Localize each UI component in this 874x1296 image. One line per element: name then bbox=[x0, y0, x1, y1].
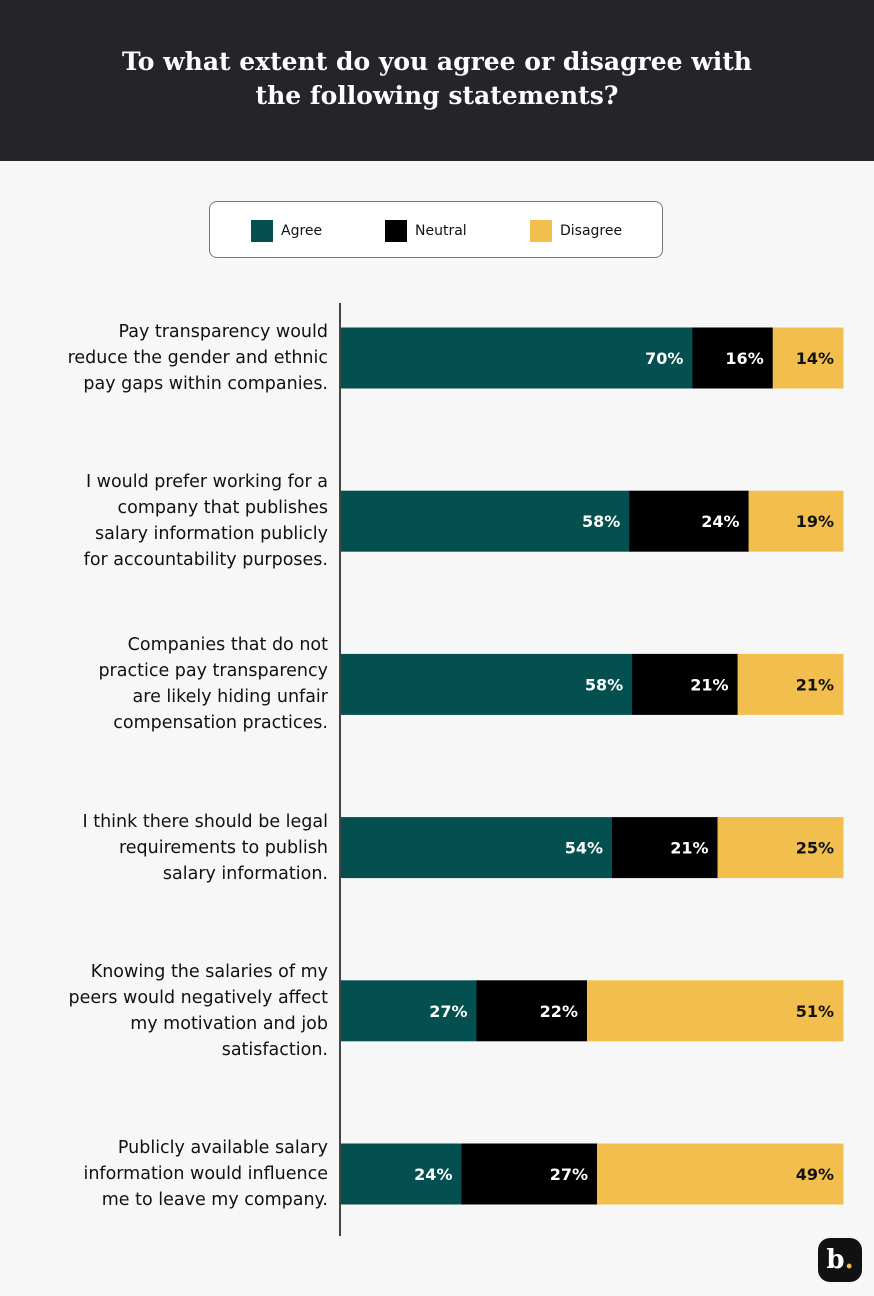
data-label: 27% bbox=[429, 1002, 467, 1021]
category-label: Companies that do not practice pay transp… bbox=[98, 635, 328, 734]
category-label: Knowing the salaries of my peers would ne… bbox=[68, 961, 328, 1060]
legend-swatch bbox=[530, 220, 552, 242]
y-axis-line bbox=[339, 303, 341, 1236]
bar-neutral bbox=[692, 327, 774, 389]
data-label: 49% bbox=[796, 1165, 834, 1184]
header: To what extent do you agree or disagree … bbox=[0, 0, 874, 161]
bar-agree bbox=[341, 980, 478, 1042]
chart-title: To what extent do you agree or disagree … bbox=[122, 46, 752, 110]
data-label: 21% bbox=[796, 675, 834, 694]
bar-disagree bbox=[772, 327, 844, 389]
bar-disagree bbox=[737, 653, 844, 715]
bar-neutral bbox=[632, 653, 739, 715]
data-label: 21% bbox=[670, 839, 708, 858]
data-label: 24% bbox=[414, 1165, 452, 1184]
legend-label: Neutral bbox=[415, 223, 467, 239]
category-label: Pay transparency would reduce the gender … bbox=[67, 322, 328, 394]
bar-disagree bbox=[597, 1143, 844, 1205]
category-label: I would prefer working for a company that… bbox=[83, 472, 328, 571]
data-label: 21% bbox=[690, 675, 728, 694]
brand-logo: b. bbox=[818, 1238, 862, 1282]
data-label: 19% bbox=[796, 512, 834, 531]
category-label: I think there should be legal requirement… bbox=[82, 811, 329, 884]
data-label: 27% bbox=[550, 1165, 588, 1184]
data-label: 22% bbox=[540, 1002, 578, 1021]
data-label: 25% bbox=[796, 839, 834, 858]
bar-disagree bbox=[586, 980, 844, 1042]
bar-neutral bbox=[629, 490, 750, 552]
data-label: 14% bbox=[796, 349, 834, 368]
bar-neutral bbox=[476, 980, 588, 1042]
legend-item-agree: Agree bbox=[251, 220, 322, 242]
data-label: 51% bbox=[796, 1002, 834, 1021]
legend-swatch bbox=[385, 220, 407, 242]
data-label: 70% bbox=[645, 349, 683, 368]
data-label: 24% bbox=[701, 512, 739, 531]
bar-neutral bbox=[612, 817, 718, 879]
bar-agree bbox=[341, 653, 633, 715]
legend-swatch bbox=[251, 220, 273, 242]
bar-agree bbox=[341, 490, 630, 552]
legend-item-neutral: Neutral bbox=[385, 220, 467, 242]
data-label: 54% bbox=[565, 839, 603, 858]
data-label: 58% bbox=[582, 512, 620, 531]
bar-disagree bbox=[748, 490, 844, 552]
bar-agree bbox=[341, 817, 613, 879]
bar-disagree bbox=[717, 817, 844, 879]
bar-agree bbox=[341, 327, 693, 389]
data-label: 16% bbox=[725, 349, 763, 368]
bar-neutral bbox=[461, 1143, 598, 1205]
legend-label: Agree bbox=[281, 223, 323, 239]
legend-label: Disagree bbox=[560, 223, 623, 239]
bar-agree bbox=[341, 1143, 462, 1205]
legend-item-disagree: Disagree bbox=[530, 220, 622, 242]
data-label: 58% bbox=[585, 675, 623, 694]
category-label: Publicly available salary information wou… bbox=[83, 1138, 328, 1210]
legend: Agree Neutral Disagree bbox=[209, 201, 663, 258]
